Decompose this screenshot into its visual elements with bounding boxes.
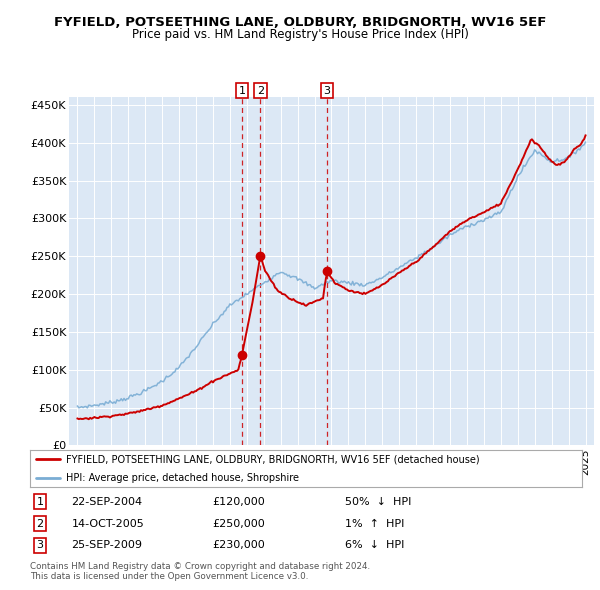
Text: Price paid vs. HM Land Registry's House Price Index (HPI): Price paid vs. HM Land Registry's House … bbox=[131, 28, 469, 41]
Text: 1: 1 bbox=[37, 497, 43, 507]
Text: 1: 1 bbox=[239, 86, 245, 96]
Text: FYFIELD, POTSEETHING LANE, OLDBURY, BRIDGNORTH, WV16 5EF (detached house): FYFIELD, POTSEETHING LANE, OLDBURY, BRID… bbox=[66, 454, 479, 464]
Text: 22-SEP-2004: 22-SEP-2004 bbox=[71, 497, 143, 507]
Text: £120,000: £120,000 bbox=[212, 497, 265, 507]
Text: £250,000: £250,000 bbox=[212, 519, 265, 529]
Text: 3: 3 bbox=[323, 86, 331, 96]
Text: 3: 3 bbox=[37, 540, 43, 550]
Text: 25-SEP-2009: 25-SEP-2009 bbox=[71, 540, 142, 550]
Text: FYFIELD, POTSEETHING LANE, OLDBURY, BRIDGNORTH, WV16 5EF: FYFIELD, POTSEETHING LANE, OLDBURY, BRID… bbox=[54, 16, 546, 29]
Text: 2: 2 bbox=[257, 86, 264, 96]
Text: 50%  ↓  HPI: 50% ↓ HPI bbox=[344, 497, 411, 507]
Text: HPI: Average price, detached house, Shropshire: HPI: Average price, detached house, Shro… bbox=[66, 473, 299, 483]
Text: 1%  ↑  HPI: 1% ↑ HPI bbox=[344, 519, 404, 529]
Text: £230,000: £230,000 bbox=[212, 540, 265, 550]
Text: 14-OCT-2005: 14-OCT-2005 bbox=[71, 519, 144, 529]
Text: 2: 2 bbox=[37, 519, 43, 529]
Text: Contains HM Land Registry data © Crown copyright and database right 2024.
This d: Contains HM Land Registry data © Crown c… bbox=[30, 562, 370, 581]
Text: 6%  ↓  HPI: 6% ↓ HPI bbox=[344, 540, 404, 550]
